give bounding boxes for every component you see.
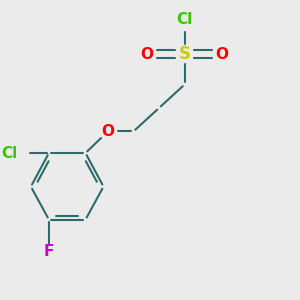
Text: O: O	[101, 124, 115, 139]
Text: O: O	[215, 46, 229, 62]
Text: Cl: Cl	[2, 146, 18, 160]
Text: Cl: Cl	[176, 12, 193, 27]
Text: O: O	[140, 46, 154, 62]
Text: F: F	[44, 244, 54, 260]
Text: S: S	[178, 45, 190, 63]
